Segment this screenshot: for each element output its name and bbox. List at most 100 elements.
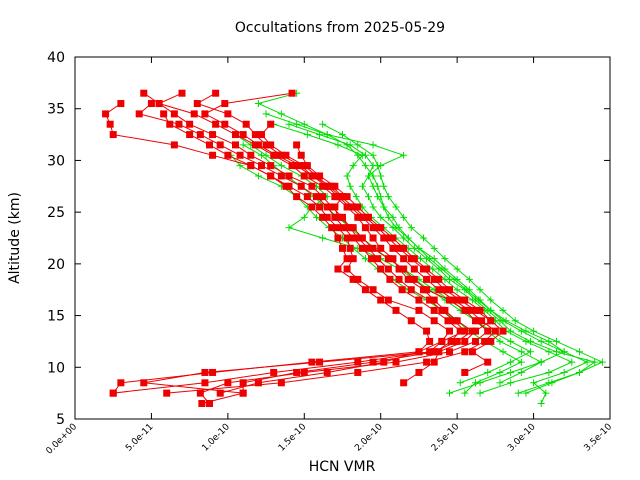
data-point (352, 193, 360, 201)
data-point (446, 327, 453, 335)
data-point (395, 265, 403, 273)
data-point (285, 224, 293, 232)
data-point (346, 224, 354, 232)
data-point (446, 348, 453, 356)
data-point (343, 265, 351, 273)
data-point (349, 203, 357, 211)
data-point (343, 172, 351, 180)
data-point (461, 327, 469, 335)
data-point (395, 275, 403, 283)
axis-layer: 0.0e+00 5.0e-11 1.0e-10 1.5e-10 2.0e-10 2.5e-… (45, 50, 615, 457)
data-point (450, 275, 458, 283)
data-point (313, 213, 321, 221)
data-point (297, 151, 305, 159)
data-point (400, 255, 408, 263)
data-point (102, 110, 110, 118)
data-point (239, 131, 247, 139)
data-point (369, 141, 377, 149)
data-point (313, 193, 321, 201)
data-point (380, 234, 388, 242)
data-point (461, 368, 469, 376)
series-red (160, 110, 434, 397)
data-point (461, 296, 469, 304)
data-point (389, 224, 397, 232)
data-point (221, 100, 229, 108)
data-point (465, 275, 473, 283)
data-point (444, 317, 452, 325)
data-point (537, 358, 545, 366)
data-point (446, 296, 453, 304)
data-point (502, 317, 510, 325)
data-point (216, 389, 224, 397)
data-point (426, 255, 434, 263)
data-point (420, 234, 428, 242)
data-point (392, 306, 400, 314)
data-point (453, 286, 461, 294)
data-point (209, 131, 217, 139)
data-point (410, 275, 418, 283)
data-point (598, 358, 606, 366)
x-tick-label: 3.5e-10 (583, 422, 615, 454)
data-point (514, 389, 522, 397)
data-point (384, 234, 392, 242)
data-point (239, 379, 247, 387)
data-point (560, 368, 568, 376)
data-point (267, 162, 275, 170)
data-point (481, 337, 489, 345)
data-point (147, 100, 155, 108)
data-point (384, 296, 392, 304)
data-point (346, 141, 354, 149)
data-point (484, 368, 492, 376)
data-point (377, 224, 385, 232)
data-point (196, 131, 204, 139)
data-point (334, 234, 342, 242)
data-point (308, 172, 316, 180)
data-point (461, 348, 469, 356)
data-point (430, 275, 438, 283)
data-point (236, 151, 244, 159)
data-point (325, 182, 333, 190)
data-point (308, 182, 316, 190)
data-point (117, 379, 125, 387)
data-point (319, 120, 327, 128)
x-tick-label: 5.0e-11 (124, 422, 156, 454)
data-point (468, 348, 476, 356)
series-line (265, 113, 596, 394)
series-line (112, 92, 466, 394)
x-tick-label: 2.0e-10 (353, 422, 385, 454)
series-red (102, 100, 453, 397)
data-point (456, 379, 464, 387)
data-point (441, 275, 449, 283)
data-point (496, 337, 504, 345)
data-point (377, 296, 385, 304)
x-tick-label: 3.0e-10 (506, 422, 538, 454)
data-point (416, 255, 424, 263)
data-point (282, 182, 290, 190)
data-point (186, 120, 194, 128)
data-point (389, 255, 397, 263)
data-point (323, 203, 331, 211)
data-point (117, 100, 125, 108)
data-point (537, 337, 545, 345)
data-point (447, 337, 455, 345)
data-point (224, 110, 232, 118)
data-point (257, 151, 265, 159)
data-point (354, 234, 362, 242)
data-point (471, 306, 479, 314)
data-point (446, 286, 453, 294)
series-green (319, 120, 606, 397)
data-point (450, 296, 458, 304)
data-point (537, 399, 545, 407)
data-point (430, 317, 438, 325)
data-point (349, 162, 357, 170)
data-point (423, 265, 431, 273)
data-point (163, 389, 171, 397)
data-point (575, 348, 583, 356)
data-point (257, 131, 265, 139)
data-point (364, 213, 372, 221)
data-point (426, 296, 434, 304)
y-tick-label: 20 (47, 257, 65, 273)
data-point (575, 368, 583, 376)
data-point (392, 203, 400, 211)
